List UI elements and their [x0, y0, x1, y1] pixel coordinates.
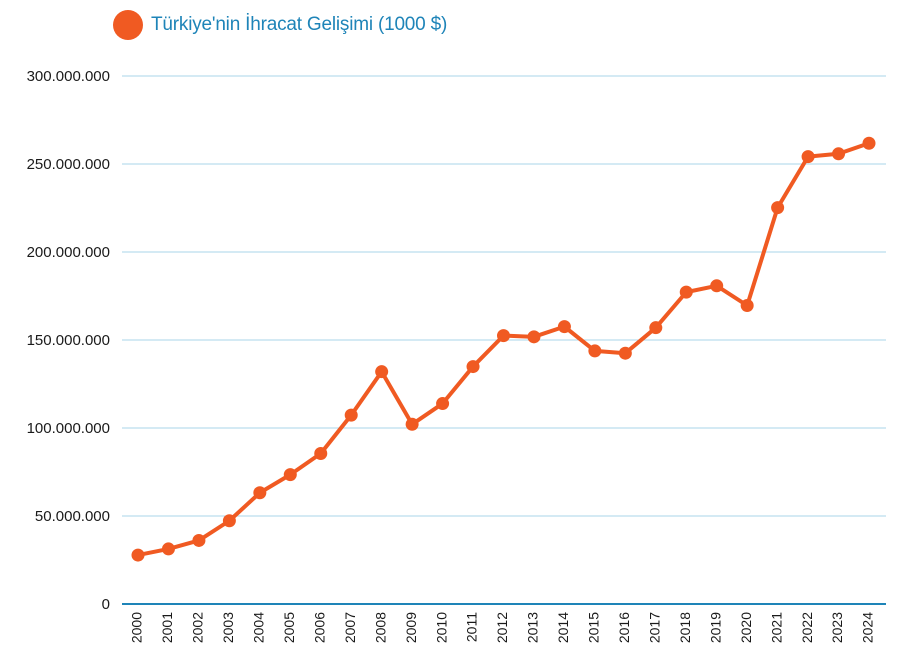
data-point [436, 397, 450, 411]
data-point [527, 330, 541, 344]
x-tick-label: 2016 [616, 612, 632, 643]
data-point [497, 329, 510, 343]
x-tick-label: 2004 [251, 612, 267, 643]
x-tick-label: 2002 [190, 612, 206, 643]
series-line [137, 141, 870, 558]
legend: Türkiye'nin İhracat Gelişimi (1000 $) [113, 8, 447, 42]
data-point [740, 299, 754, 313]
legend-marker [113, 10, 143, 40]
data-point [618, 346, 632, 360]
y-tick-label: 200.000.000 [27, 244, 110, 261]
x-tick-label: 2022 [799, 612, 815, 643]
gridlines [122, 75, 886, 517]
data-point [253, 486, 267, 500]
data-point [862, 136, 876, 150]
y-tick-label: 0 [102, 596, 110, 613]
data-point [557, 320, 571, 334]
data-point [375, 365, 389, 379]
data-point [588, 344, 602, 358]
x-tick-label: 2003 [220, 612, 236, 643]
data-point [192, 533, 206, 547]
x-tick-label: 2012 [494, 612, 510, 643]
data-point [771, 201, 785, 215]
data-point [649, 321, 663, 335]
data-point [801, 150, 815, 164]
data-point [344, 408, 358, 422]
data-point [222, 514, 236, 528]
x-tick-label: 2006 [311, 612, 327, 643]
x-tick-label: 2023 [829, 612, 845, 643]
x-tick-label: 2001 [159, 612, 175, 643]
y-tick-label: 250.000.000 [27, 156, 110, 173]
data-point [314, 447, 328, 461]
y-tick-label: 150.000.000 [27, 332, 110, 349]
data-point [679, 285, 693, 299]
x-tick-label: 2019 [707, 612, 723, 643]
data-point [466, 360, 480, 374]
y-axis-ticks: 0 50.000.000 100.000.000 150.000.000 200.000… [27, 68, 110, 613]
x-tick-label: 2024 [860, 612, 876, 643]
x-tick-label: 2020 [738, 612, 754, 643]
data-point [283, 468, 297, 482]
x-tick-label: 2015 [586, 612, 602, 643]
x-axis-ticks: 2000 2001 2002 2003 2004 2005 2006 2007 2008 2009… [129, 612, 876, 643]
data-point [405, 417, 419, 431]
data-point [131, 548, 145, 562]
y-tick-label: 100.000.000 [27, 420, 110, 437]
x-tick-label: 2021 [768, 612, 784, 643]
data-point [710, 279, 724, 293]
x-tick-label: 2010 [433, 612, 449, 643]
data-point [832, 147, 846, 161]
data-points [131, 136, 876, 562]
y-tick-label: 50.000.000 [35, 508, 110, 525]
x-tick-label: 2000 [129, 612, 145, 643]
x-tick-label: 2008 [372, 612, 388, 643]
x-tick-label: 2014 [555, 612, 571, 643]
y-tick-label: 300.000.000 [27, 68, 110, 85]
legend-label: Türkiye'nin İhracat Gelişimi (1000 $) [151, 14, 448, 35]
x-tick-label: 2011 [464, 612, 480, 642]
x-tick-label: 2005 [281, 612, 297, 643]
x-tick-label: 2007 [342, 612, 358, 643]
x-tick-label: 2009 [403, 612, 419, 643]
x-tick-label: 2018 [677, 612, 693, 643]
x-tick-label: 2017 [646, 612, 662, 643]
x-tick-label: 2013 [525, 612, 541, 643]
data-point [161, 542, 175, 556]
